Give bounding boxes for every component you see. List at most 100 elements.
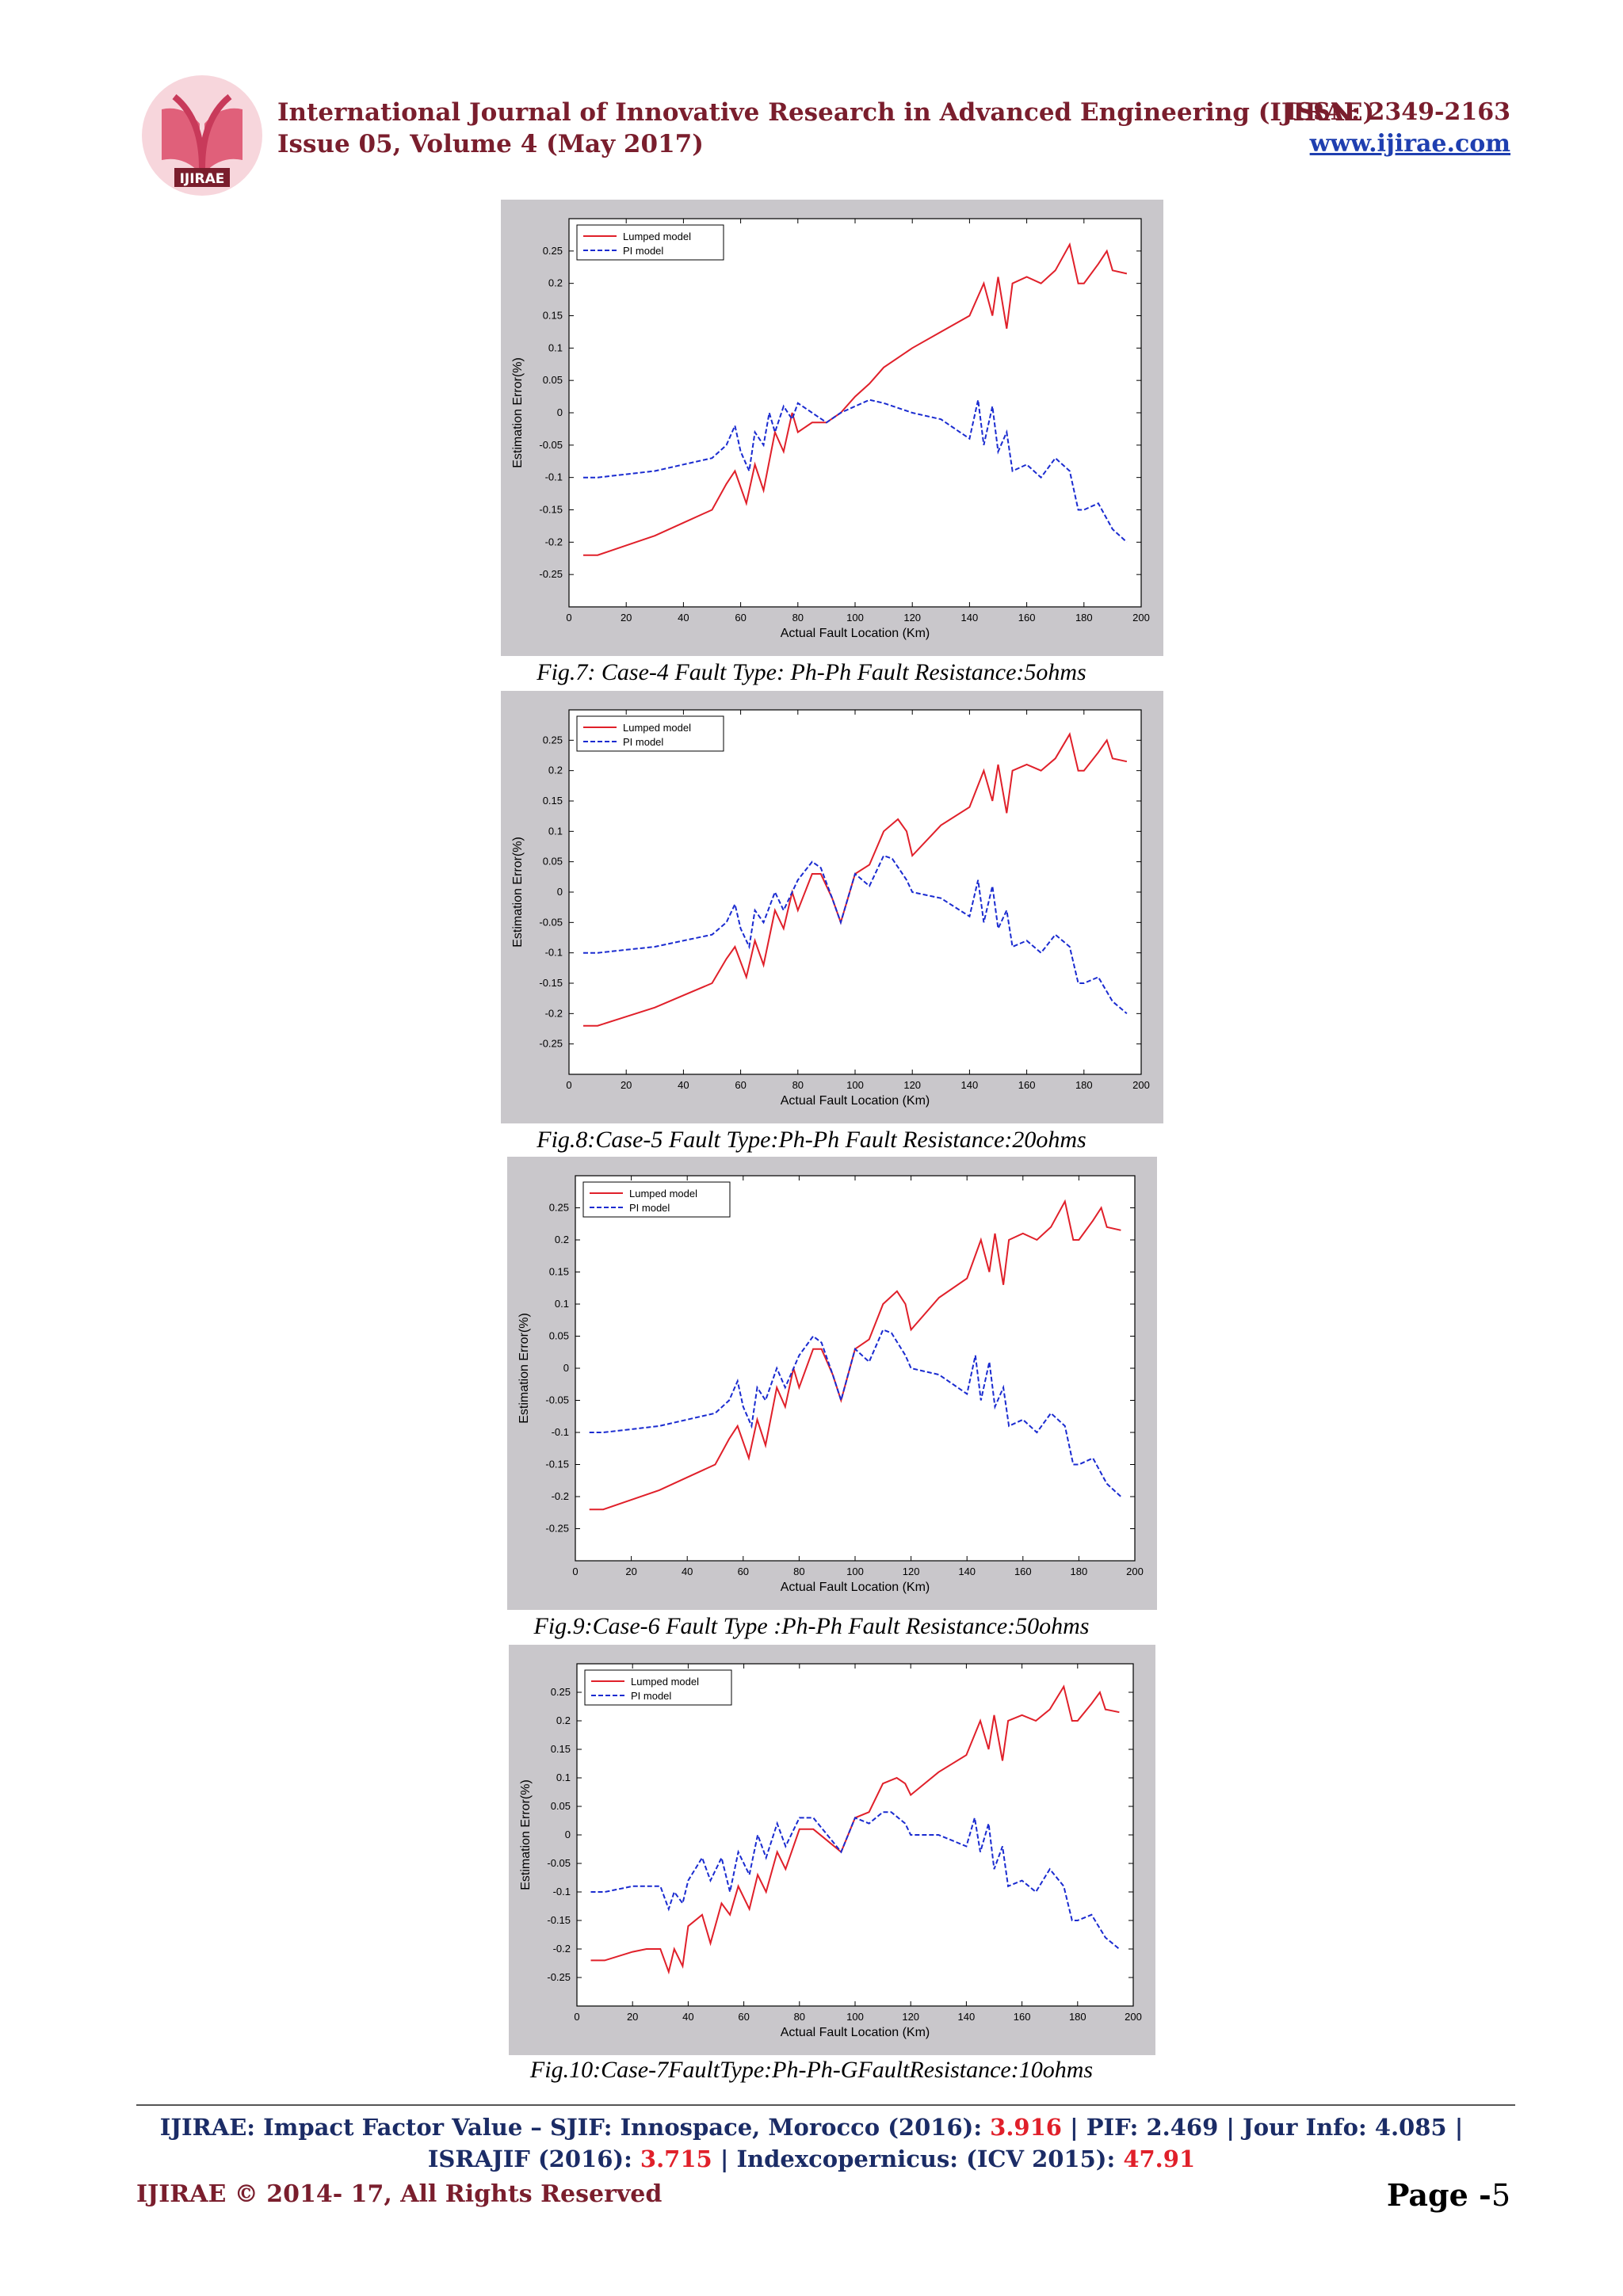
y-tick-label: 0.05 (543, 856, 563, 868)
x-tick-label: 160 (1014, 2011, 1031, 2023)
y-tick-label: -0.05 (545, 1394, 569, 1406)
legend-label: PI model (623, 736, 663, 748)
y-tick-label: 0.1 (548, 825, 563, 837)
x-tick-label: 200 (1132, 1079, 1150, 1091)
x-tick-label: 200 (1132, 612, 1150, 624)
x-tick-label: 20 (625, 1566, 636, 1577)
x-tick-label: 120 (903, 1079, 921, 1091)
y-axis-label: Estimation Error(%) (519, 1779, 533, 1890)
journal-title: International Journal of Innovative Rese… (277, 98, 1375, 127)
y-tick-label: 0.15 (543, 310, 563, 322)
x-tick-label: 160 (1018, 1079, 1036, 1091)
x-tick-label: 60 (735, 1079, 746, 1091)
legend-box (576, 715, 724, 752)
x-tick-label: 40 (682, 1566, 693, 1577)
sjif-value: 3.916 (990, 2114, 1062, 2141)
chart-svg: 0 20 40 60 80 100 120 140 160 180 200 0.25 0.2 0.15 0.… (511, 709, 1150, 1108)
series-line-pi-model (590, 1811, 1121, 1950)
y-tick-label: -0.1 (545, 947, 563, 959)
y-axis-label: Estimation Error(%) (511, 357, 525, 468)
ijirae-logo: IJIRAE (142, 75, 262, 196)
y-tick-label: -0.05 (539, 916, 563, 928)
figure-10-caption: Fig.10:Case-7FaultType:Ph-Ph-GFaultResis… (529, 2057, 1094, 2083)
y-tick-label: 0 (563, 1362, 569, 1374)
x-tick-label: 160 (1018, 612, 1036, 624)
x-tick-label: 80 (793, 1566, 804, 1577)
legend-label: PI model (623, 245, 663, 257)
y-tick-label: -0.1 (552, 1426, 569, 1438)
israjif-value: 3.715 (640, 2145, 712, 2172)
legend-box (584, 1669, 732, 1706)
logo-text: IJIRAE (180, 171, 225, 187)
journal-issue: Issue 05, Volume 4 (May 2017) (277, 130, 704, 158)
y-tick-label: -0.05 (547, 1857, 571, 1869)
x-tick-label: 100 (846, 612, 864, 624)
y-tick-label: 0.15 (543, 795, 563, 807)
y-tick-label: -0.05 (539, 439, 563, 451)
x-tick-label: 140 (961, 1079, 979, 1091)
figure-9-caption: Fig.9:Case-6 Fault Type :Ph-Ph Fault Res… (533, 1613, 1090, 1639)
series-line-pi-model (583, 854, 1128, 1015)
y-tick-label: 0.05 (549, 1330, 569, 1342)
plot-area (576, 1663, 1134, 2007)
x-tick-label: 180 (1069, 2011, 1086, 2023)
series-line-pi-model (589, 1329, 1122, 1497)
y-tick-label: 0.25 (549, 1202, 569, 1214)
x-tick-label: 60 (738, 1566, 749, 1577)
legend-box (576, 224, 724, 261)
footer-rule (136, 2104, 1515, 2106)
chart-svg: 0 20 40 60 80 100 120 140 160 180 200 0.25 0.2 0.15 0.… (511, 218, 1150, 640)
x-tick-label: 140 (958, 2011, 976, 2023)
legend-label: Lumped model (629, 1188, 697, 1199)
x-tick-label: 20 (621, 612, 632, 624)
x-tick-label: 100 (846, 1566, 864, 1577)
y-axis-label: Estimation Error(%) (517, 1313, 531, 1424)
figure-8-caption: Fig.8:Case-5 Fault Type:Ph-Ph Fault Resi… (537, 1127, 1086, 1153)
y-tick-label: -0.2 (545, 1007, 563, 1019)
x-tick-label: 160 (1014, 1566, 1032, 1577)
icv-value: 47.91 (1123, 2145, 1196, 2172)
x-tick-label: 20 (627, 2011, 638, 2023)
y-tick-label: 0.2 (548, 277, 563, 289)
series-line-pi-model (583, 399, 1128, 543)
journal-url-link[interactable]: www.ijirae.com (1309, 130, 1510, 158)
y-tick-label: 0.25 (543, 245, 563, 257)
legend-label: Lumped model (631, 1676, 699, 1688)
x-tick-label: 0 (566, 612, 571, 624)
chart-svg: 0 20 40 60 80 100 120 140 160 180 200 0.25 0.2 0.15 0.… (517, 1175, 1144, 1594)
y-tick-label: -0.2 (552, 1490, 569, 1502)
y-tick-label: -0.15 (547, 1914, 571, 1926)
footer-index-line: ISRAJIF (2016): 3.715 | Indexcopernicus:… (427, 2145, 1196, 2172)
x-tick-label: 180 (1075, 1079, 1093, 1091)
figure-10: 0 20 40 60 80 100 120 140 160 180 200 0.25 0.2 0.15 0.… (509, 1645, 1155, 2055)
y-tick-label: 0 (557, 406, 563, 418)
x-axis-label: Actual Fault Location (Km) (781, 2026, 930, 2039)
x-tick-label: 20 (621, 1079, 632, 1091)
x-tick-label: 100 (846, 1079, 864, 1091)
x-tick-label: 40 (678, 612, 689, 624)
copyright: IJIRAE © 2014- 17, All Rights Reserved (136, 2180, 663, 2208)
x-tick-label: 80 (792, 1079, 804, 1091)
chart-svg: 0 20 40 60 80 100 120 140 160 180 200 0.25 0.2 0.15 0.… (519, 1663, 1142, 2039)
x-axis-label: Actual Fault Location (Km) (781, 1581, 930, 1594)
y-tick-label: 0.05 (551, 1800, 571, 1812)
y-tick-label: -0.2 (553, 1943, 571, 1955)
legend-box (582, 1181, 731, 1218)
y-tick-label: 0.1 (556, 1772, 571, 1783)
x-tick-label: 200 (1126, 1566, 1144, 1577)
y-tick-label: 0.25 (543, 734, 563, 746)
y-tick-label: -0.25 (545, 1523, 569, 1535)
series-line-lumped-model (583, 242, 1128, 556)
y-tick-label: 0 (557, 886, 563, 898)
series-line-lumped-model (583, 732, 1128, 1027)
y-tick-label: 0.25 (551, 1686, 571, 1698)
figure-8: 0 20 40 60 80 100 120 140 160 180 200 0.25 0.2 0.15 0.… (501, 691, 1163, 1123)
journal-issn: ISSN: 2349-2163 (1285, 98, 1510, 126)
y-tick-label: -0.25 (539, 1038, 563, 1050)
legend-label: PI model (629, 1202, 670, 1214)
figure-7-caption: Fig.7: Case-4 Fault Type: Ph-Ph Fault Re… (537, 659, 1086, 685)
x-axis-label: Actual Fault Location (Km) (781, 627, 930, 640)
legend-label: Lumped model (623, 231, 691, 242)
x-tick-label: 140 (958, 1566, 976, 1577)
y-tick-label: 0.2 (555, 1234, 569, 1245)
